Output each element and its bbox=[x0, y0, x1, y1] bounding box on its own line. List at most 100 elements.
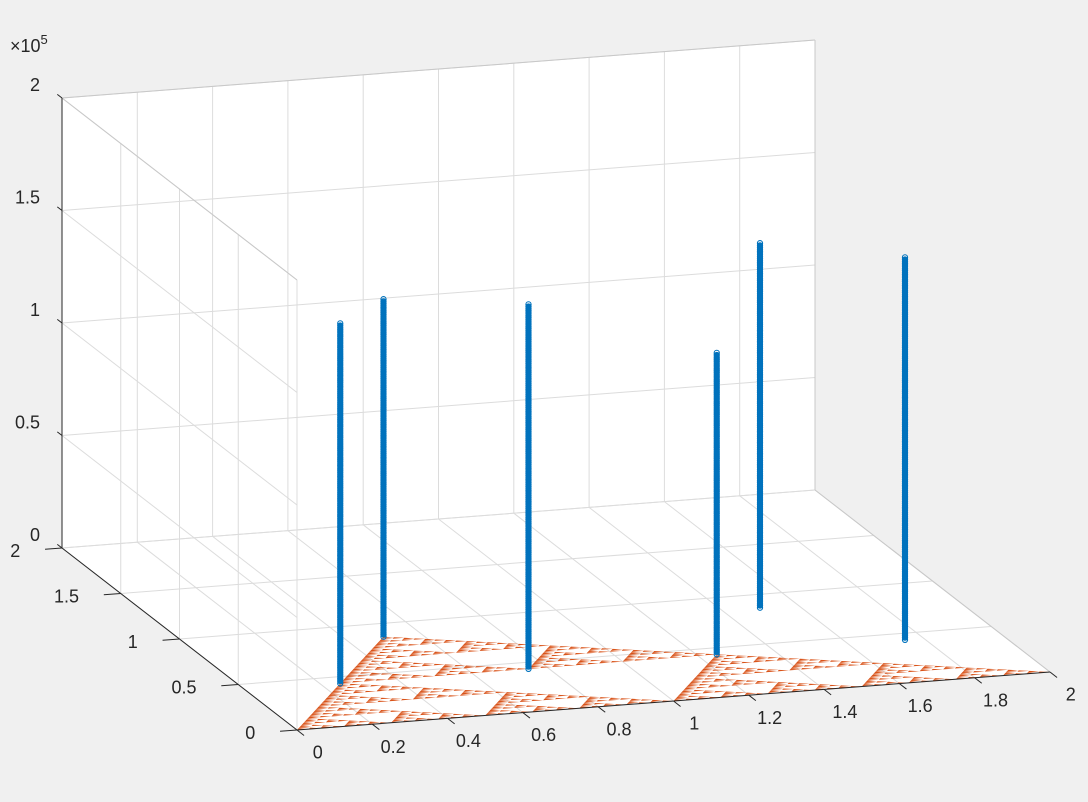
column-point bbox=[380, 430, 387, 437]
column-point bbox=[901, 410, 909, 417]
triangle-mark bbox=[352, 668, 365, 671]
triangle-mark bbox=[486, 642, 499, 644]
triangle-mark bbox=[637, 656, 649, 658]
triangle-mark bbox=[507, 701, 520, 703]
column-point bbox=[337, 546, 344, 553]
column-point bbox=[756, 580, 764, 587]
triangle-mark bbox=[496, 642, 509, 645]
triangle-mark bbox=[475, 666, 487, 668]
column-point bbox=[337, 636, 344, 643]
column-point bbox=[380, 421, 387, 429]
column-point bbox=[337, 660, 344, 667]
column-point bbox=[713, 530, 720, 537]
triangle-mark bbox=[356, 711, 368, 714]
triangle-mark bbox=[451, 667, 464, 670]
triangle-mark bbox=[379, 687, 391, 689]
column-point bbox=[525, 569, 532, 576]
triangle-mark bbox=[433, 651, 446, 654]
triangle-mark bbox=[353, 702, 366, 704]
column-point bbox=[380, 415, 387, 422]
column-point bbox=[901, 287, 909, 294]
column-point bbox=[380, 494, 387, 501]
column-point bbox=[380, 481, 387, 488]
column-point bbox=[525, 406, 532, 413]
column-point bbox=[756, 521, 764, 528]
column-point bbox=[525, 465, 532, 473]
column-point bbox=[713, 384, 720, 392]
column-point bbox=[756, 398, 764, 405]
column-point bbox=[525, 630, 532, 637]
triangle-mark bbox=[392, 719, 405, 722]
triangle-mark bbox=[609, 697, 622, 700]
triangle-mark bbox=[973, 671, 985, 673]
column-point bbox=[380, 298, 387, 305]
triangle-mark bbox=[676, 696, 688, 699]
triangle-mark bbox=[309, 715, 321, 717]
column-point bbox=[713, 541, 720, 548]
column-point bbox=[756, 268, 764, 275]
column-point bbox=[901, 298, 909, 305]
triangle-mark bbox=[429, 691, 442, 693]
triangle-mark bbox=[735, 679, 748, 682]
z-tick-label: 1 bbox=[30, 300, 40, 320]
triangle-mark bbox=[475, 641, 488, 644]
column-point bbox=[901, 317, 909, 325]
triangle-mark bbox=[817, 685, 830, 688]
column-point bbox=[756, 354, 764, 361]
column-point bbox=[713, 472, 720, 480]
column-point bbox=[901, 612, 909, 619]
axis-lines bbox=[45, 93, 1058, 736]
triangle-mark bbox=[535, 707, 547, 709]
triangle-mark bbox=[531, 699, 544, 702]
column-point bbox=[756, 391, 764, 398]
triangle-mark bbox=[919, 669, 932, 672]
triangle-mark bbox=[485, 666, 498, 669]
column-point bbox=[756, 529, 764, 537]
column-point bbox=[380, 618, 387, 625]
column-point bbox=[901, 465, 909, 472]
column-point bbox=[901, 331, 909, 338]
column-point bbox=[380, 558, 387, 565]
column-point bbox=[713, 604, 720, 612]
column-point bbox=[756, 314, 764, 322]
triangle-mark bbox=[343, 701, 356, 704]
triangle-mark bbox=[690, 692, 703, 695]
triangle-mark bbox=[839, 685, 852, 687]
column-point bbox=[525, 384, 532, 391]
z-tick-label: 0 bbox=[30, 525, 40, 545]
triangle-mark bbox=[954, 667, 967, 669]
column-point bbox=[713, 448, 720, 456]
column-point bbox=[901, 544, 909, 551]
column-point bbox=[525, 487, 532, 495]
triangle-mark bbox=[384, 645, 397, 648]
column-point bbox=[713, 446, 720, 453]
triangle-mark bbox=[410, 676, 423, 678]
z-exponent-base: ×10 bbox=[10, 36, 41, 56]
column-point bbox=[901, 427, 909, 435]
triangle-mark bbox=[357, 710, 370, 712]
triangle-mark bbox=[438, 670, 451, 672]
column-point bbox=[380, 507, 387, 515]
triangle-mark bbox=[482, 669, 495, 672]
column-point bbox=[901, 304, 909, 312]
column-point bbox=[525, 544, 532, 552]
triangle-mark bbox=[543, 651, 556, 653]
column-point bbox=[901, 474, 909, 481]
column-point bbox=[337, 429, 344, 437]
triangle-mark bbox=[839, 662, 851, 664]
column-point bbox=[756, 288, 764, 295]
column-point bbox=[713, 494, 720, 502]
column-point bbox=[525, 602, 532, 609]
column-point bbox=[525, 314, 532, 321]
column-point bbox=[380, 585, 387, 592]
column-point bbox=[901, 419, 909, 426]
triangle-mark bbox=[375, 666, 388, 669]
x-tick bbox=[823, 689, 832, 696]
column-point bbox=[901, 423, 909, 430]
column-point bbox=[380, 600, 387, 607]
column-point bbox=[901, 588, 909, 595]
column-point bbox=[756, 301, 764, 308]
column-point bbox=[525, 549, 532, 556]
column-point bbox=[756, 303, 764, 311]
triangle-mark bbox=[876, 669, 889, 671]
